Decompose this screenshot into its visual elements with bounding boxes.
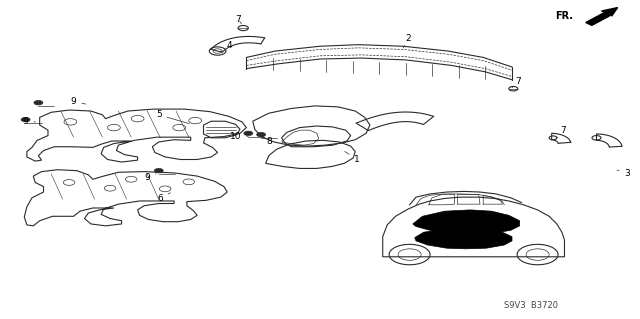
Text: 7: 7 [557, 126, 566, 138]
Polygon shape [415, 228, 512, 249]
Text: 9: 9 [23, 117, 36, 126]
Circle shape [257, 132, 266, 137]
Circle shape [34, 100, 43, 105]
Circle shape [244, 131, 253, 136]
Text: 7: 7 [236, 15, 241, 24]
Text: 7: 7 [512, 77, 521, 88]
Text: 10: 10 [230, 132, 248, 141]
Text: 2: 2 [403, 34, 411, 48]
Text: 9: 9 [145, 173, 156, 182]
Polygon shape [413, 210, 520, 234]
FancyArrow shape [598, 8, 618, 18]
Text: 3: 3 [617, 169, 630, 178]
Circle shape [154, 168, 163, 173]
Text: 6: 6 [157, 193, 170, 203]
Text: 5: 5 [156, 110, 189, 124]
Text: 4: 4 [221, 41, 232, 51]
Text: 9: 9 [71, 97, 86, 106]
Text: S9V3  B3720: S9V3 B3720 [504, 301, 558, 310]
FancyArrow shape [586, 13, 610, 25]
Text: 1: 1 [345, 152, 360, 164]
Text: 8: 8 [262, 137, 271, 146]
Text: FR.: FR. [555, 11, 573, 21]
Circle shape [21, 117, 30, 122]
